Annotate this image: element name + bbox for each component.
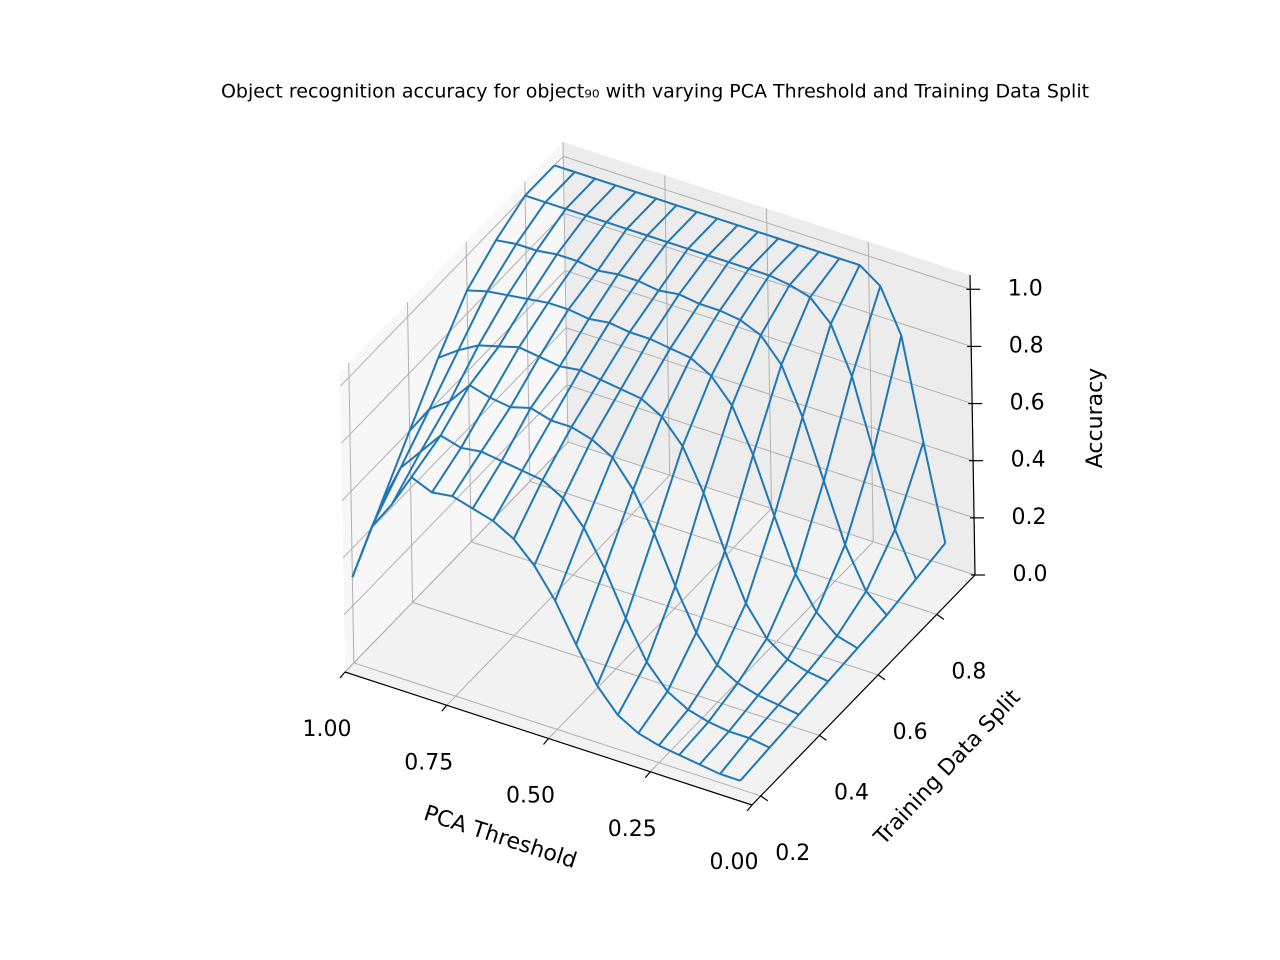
y-tick-label: 0.4	[834, 780, 869, 805]
axes: 0.00 0.25 0.50 0.75 1.00 0.2 0.4 0.6 0.8 0.0 0.2 0.…	[303, 274, 1048, 875]
grid-line	[344, 441, 569, 673]
grid-line	[341, 270, 566, 501]
wire-column	[678, 285, 882, 756]
grid-line	[565, 327, 974, 462]
wire-row	[408, 383, 800, 716]
wire-column	[554, 231, 759, 602]
wire-column	[390, 178, 596, 506]
wireframe	[351, 164, 947, 782]
wire-column	[431, 191, 637, 493]
wire-row	[351, 475, 741, 782]
wire-column	[351, 164, 556, 578]
z-tick-label: 0.8	[1009, 333, 1044, 358]
wire-column	[575, 237, 780, 645]
wire-column	[512, 217, 718, 540]
z-tick-label: 0.4	[1011, 448, 1046, 473]
z-tick-label: 0.2	[1012, 505, 1047, 530]
wire-column	[719, 441, 925, 775]
x-tick	[339, 671, 346, 679]
wire-column	[451, 197, 657, 497]
grid-line	[353, 662, 761, 797]
y-tick	[936, 613, 945, 620]
x-axis-line	[344, 671, 753, 806]
grid-line	[649, 541, 874, 773]
x-tick-label: 1.00	[303, 717, 352, 742]
grid-line	[412, 601, 820, 736]
grid-line	[342, 327, 567, 559]
y-axis-line	[751, 574, 976, 806]
x-tick-label: 0.75	[404, 750, 453, 775]
wire-column	[410, 184, 617, 478]
left-pane	[340, 142, 568, 672]
y-tick	[819, 734, 827, 741]
wire-column	[370, 171, 576, 528]
wire-row	[466, 289, 859, 650]
grid-line	[564, 212, 972, 347]
wire-column	[596, 244, 800, 686]
wire-row	[437, 344, 829, 683]
wire-row	[380, 434, 771, 749]
z-tick-label: 0.6	[1010, 391, 1045, 416]
x-tick-label: 0.50	[506, 784, 555, 809]
x-tick	[543, 738, 549, 745]
wire-column	[471, 204, 678, 510]
y-tick-label: 0.6	[893, 720, 928, 745]
x-tick-label: 0.00	[710, 850, 759, 875]
grid-line	[867, 241, 874, 542]
wire-column	[658, 264, 861, 747]
chart-title: Object recognition accuracy for object₉₀…	[221, 81, 1089, 103]
x-tick	[746, 804, 753, 812]
z-tick-label: 0.0	[1013, 562, 1048, 587]
x-tick	[644, 771, 651, 779]
grid-line	[348, 362, 355, 663]
grid-line	[548, 508, 772, 739]
grid-line	[343, 384, 568, 616]
wire-column	[739, 542, 947, 782]
x-axis-label: PCA Threshold	[421, 801, 580, 874]
y-tick-label: 0.8	[951, 659, 986, 684]
z-tick-label: 1.0	[1008, 276, 1043, 301]
wire-row	[495, 239, 888, 616]
grid-line	[471, 541, 879, 676]
wire-column	[637, 257, 841, 734]
wire-row	[524, 194, 917, 580]
wire-column	[533, 224, 739, 566]
grid-line	[766, 208, 772, 509]
x-tick-label: 0.25	[608, 817, 657, 842]
grid-line	[564, 270, 973, 405]
grid-line	[406, 302, 413, 603]
z-axis-line	[969, 274, 976, 576]
grid-line	[446, 474, 671, 706]
y-tick	[760, 795, 769, 802]
wire-column	[492, 211, 698, 522]
wire-row	[554, 164, 947, 544]
z-axis-label: Accuracy	[1083, 368, 1108, 468]
y-tick-label: 0.2	[775, 841, 810, 866]
grid-line	[529, 480, 938, 615]
y-axis-label: Training Data Split	[869, 685, 1026, 851]
grid-line	[563, 155, 971, 290]
wire-column	[616, 251, 820, 716]
grid-line	[340, 213, 565, 444]
wire-column	[698, 335, 903, 766]
x-tick	[441, 704, 448, 712]
y-tick	[877, 674, 886, 681]
